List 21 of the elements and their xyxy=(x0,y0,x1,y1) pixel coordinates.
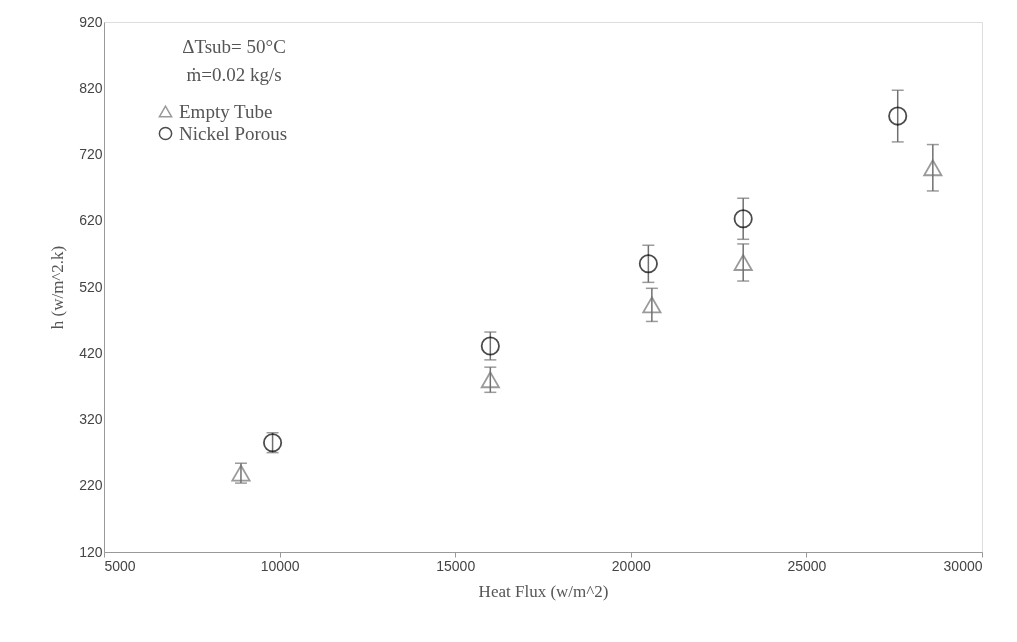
annotation: ṁ=0.02 kg/s xyxy=(186,64,282,85)
y-tick-label: 720 xyxy=(79,146,103,162)
y-tick-label: 120 xyxy=(79,543,103,560)
y-tick-label: 320 xyxy=(79,411,103,427)
x-tick-label: 15000 xyxy=(436,557,476,574)
x-tick-label: 30000 xyxy=(943,557,983,574)
x-tick-label: 20000 xyxy=(611,557,651,574)
legend-label: Empty Tube xyxy=(179,100,273,122)
x-axis-title: Heat Flux (w/m^2) xyxy=(478,581,609,601)
y-tick-label: 920 xyxy=(79,13,103,30)
x-tick-label: 25000 xyxy=(787,557,827,574)
y-axis-title: h (w/m^2.k) xyxy=(48,245,68,330)
y-tick-label: 420 xyxy=(79,344,103,361)
legend-label: Nickel Porous xyxy=(179,122,288,144)
x-tick-label: 10000 xyxy=(260,557,300,574)
x-tick-label: 5000 xyxy=(104,557,136,574)
y-tick-label: 820 xyxy=(79,79,103,96)
y-tick-label: 620 xyxy=(79,212,103,229)
y-tick-label: 520 xyxy=(79,278,103,295)
y-tick-label: 220 xyxy=(79,477,103,494)
annotation: ΔTsub= 50°C xyxy=(182,36,286,57)
